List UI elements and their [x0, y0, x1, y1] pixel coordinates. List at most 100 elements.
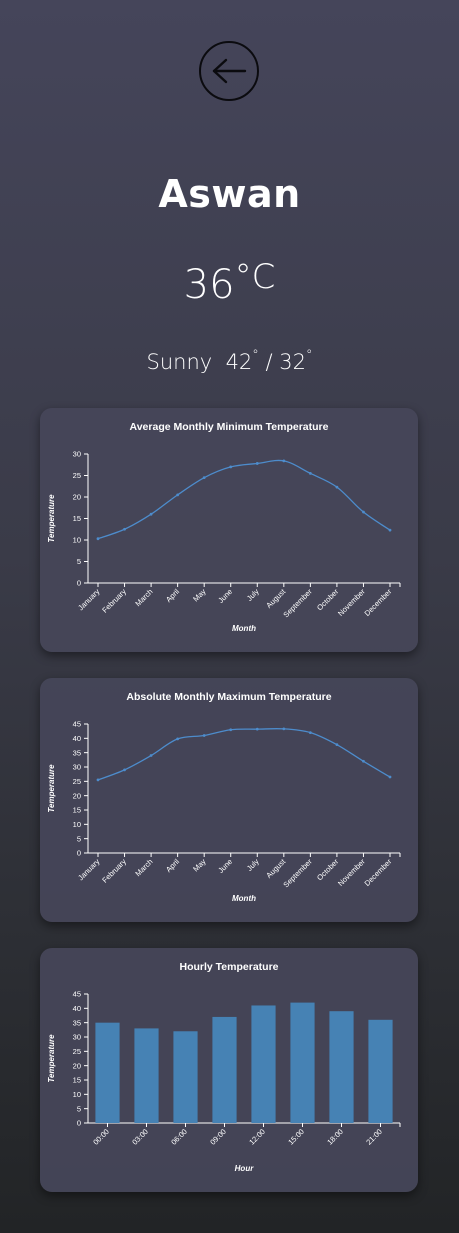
hourly-temperature-chart: 0 5 10 15 20 25 30 35 40 45 00:00 03:00 06:00 09:00 12…: [47, 990, 401, 1173]
x-tick-label: February: [100, 587, 128, 615]
data-point: [362, 510, 365, 514]
y-tick-label: 10: [73, 820, 81, 829]
bar: [251, 1005, 276, 1123]
x-tick-label: 15:00: [286, 1127, 306, 1147]
low-degree: °: [305, 348, 313, 363]
data-point: [96, 537, 100, 541]
x-tick-label: 18:00: [325, 1127, 345, 1147]
x-tick-label: April: [164, 857, 181, 874]
chart-title: Hourly Temperature: [179, 961, 279, 973]
x-tick-label: May: [191, 857, 208, 874]
x-tick-label: November: [336, 857, 367, 888]
x-tick-label: September: [281, 857, 314, 890]
series-line: [97, 459, 391, 540]
min-temperature-card: Average Monthly Minimum Temperature 0 5 10…: [40, 408, 418, 652]
y-tick-label: 45: [73, 720, 81, 729]
x-tick-label: August: [264, 856, 288, 880]
x-tick-label: July: [245, 857, 261, 873]
y-tick-label: 20: [73, 1061, 81, 1070]
y-tick-label: 30: [73, 1033, 81, 1042]
low-temperature: 32: [279, 350, 306, 374]
data-point: [282, 459, 286, 463]
y-tick-label: 30: [73, 450, 81, 459]
x-tick-label: January: [76, 857, 101, 882]
data-point: [202, 476, 206, 480]
x-tick-label: 21:00: [364, 1127, 384, 1147]
y-tick-label: 25: [73, 1047, 81, 1056]
data-point: [176, 493, 180, 497]
data-point: [123, 527, 126, 531]
y-tick-label: 5: [77, 1104, 81, 1113]
x-axis-label: Month: [232, 894, 256, 903]
y-tick-label: 0: [77, 1119, 81, 1128]
bar: [212, 1016, 237, 1123]
data-point: [388, 528, 392, 532]
back-button[interactable]: [199, 41, 259, 101]
x-tick-label: June: [216, 857, 234, 875]
data-point: [149, 754, 153, 757]
chart-title: Absolute Monthly Maximum Temperature: [126, 691, 332, 703]
x-tick-label: December: [363, 587, 394, 618]
bar: [368, 1019, 393, 1123]
y-tick-label: 15: [73, 806, 81, 815]
x-tick-label: 00:00: [91, 1127, 111, 1147]
bar: [173, 1031, 198, 1123]
hourly-temperature-card: Hourly Temperature 0 5 10 15 20 25 30 35 40 45 00:…: [40, 948, 418, 1192]
data-point: [335, 485, 339, 489]
x-tick-label: November: [336, 587, 367, 618]
y-tick-label: 30: [73, 763, 81, 772]
x-tick-label: May: [191, 587, 208, 604]
data-point: [149, 512, 153, 516]
data-point: [229, 728, 233, 732]
data-point: [282, 727, 286, 731]
current-temperature: 36°C: [0, 257, 459, 308]
x-tick-label: March: [133, 857, 154, 878]
weather-summary: Sunny 42° / 32°: [0, 348, 459, 374]
data-point: [308, 471, 312, 475]
y-tick-label: 0: [77, 579, 81, 588]
y-tick-label: 10: [73, 1090, 81, 1099]
y-tick-label: 35: [73, 748, 81, 757]
data-point: [362, 759, 365, 763]
y-tick-label: 25: [73, 471, 81, 480]
x-tick-label: December: [363, 857, 394, 888]
bar: [290, 1002, 315, 1123]
y-axis-label: Temperature: [47, 764, 56, 813]
x-tick-label: October: [315, 587, 341, 613]
series-line: [97, 728, 391, 781]
y-tick-label: 5: [77, 834, 81, 843]
city-name: Aswan: [158, 172, 301, 216]
x-tick-label: October: [315, 857, 341, 883]
y-tick-label: 40: [73, 1004, 81, 1013]
data-point: [229, 465, 233, 469]
x-axis-label: Month: [232, 624, 256, 633]
x-tick-label: 06:00: [169, 1127, 189, 1147]
data-point: [96, 778, 100, 782]
bar: [329, 1011, 354, 1123]
y-tick-label: 25: [73, 777, 81, 786]
x-tick-label: March: [133, 587, 154, 608]
y-tick-label: 20: [73, 791, 81, 800]
y-tick-label: 15: [73, 514, 81, 523]
bar: [95, 1022, 120, 1123]
x-tick-label: 09:00: [208, 1127, 228, 1147]
x-tick-label: August: [264, 586, 288, 610]
data-point: [255, 727, 259, 731]
y-tick-label: 40: [73, 734, 81, 743]
temperature-value: 36: [183, 262, 235, 308]
y-tick-label: 15: [73, 1076, 81, 1085]
y-tick-label: 5: [77, 557, 81, 566]
y-tick-label: 20: [73, 493, 81, 502]
y-tick-label: 0: [77, 849, 81, 858]
x-tick-label: July: [245, 587, 261, 603]
data-point: [123, 768, 126, 772]
data-point: [255, 462, 259, 465]
x-tick-label: September: [281, 587, 314, 620]
bar: [134, 1028, 159, 1123]
y-tick-label: 10: [73, 536, 81, 545]
arrow-left-icon: [212, 58, 247, 84]
high-temperature: 42: [225, 350, 253, 374]
data-point: [176, 737, 180, 741]
condition-text: Sunny: [146, 350, 213, 374]
x-axis-label: Hour: [235, 1164, 255, 1173]
